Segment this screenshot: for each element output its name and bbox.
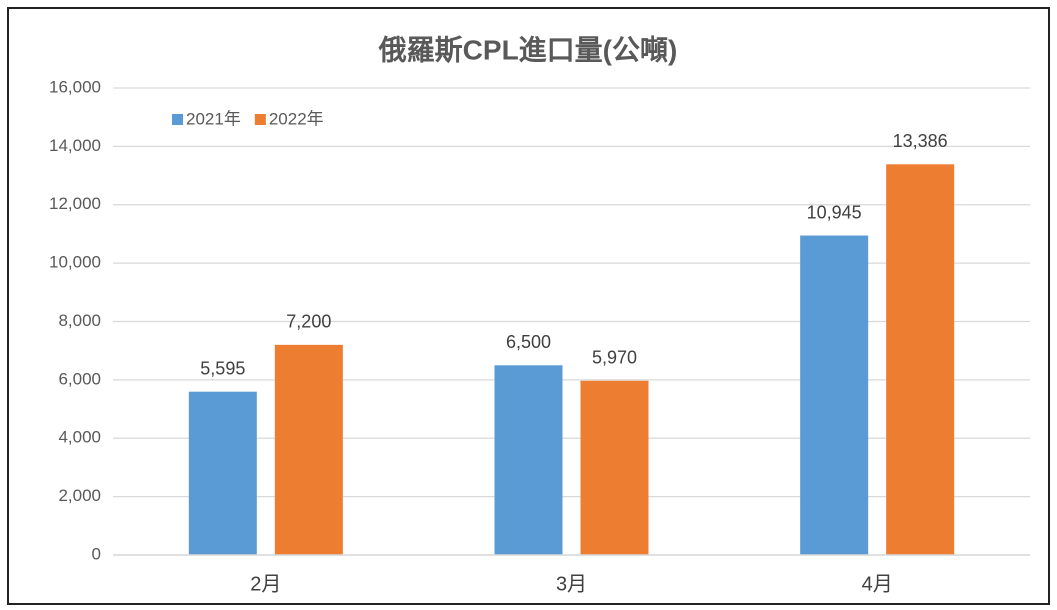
- y-tick-label: 6,000: [58, 369, 101, 388]
- value-label: 13,386: [893, 131, 948, 151]
- bar: [188, 391, 257, 555]
- value-label: 7,200: [286, 312, 331, 332]
- legend-swatch: [254, 114, 266, 125]
- legend-label: 2021年: [186, 109, 241, 128]
- bar: [800, 235, 869, 555]
- y-tick-label: 16,000: [49, 77, 101, 96]
- value-label: 5,595: [200, 358, 245, 378]
- y-tick-label: 12,000: [49, 194, 101, 213]
- x-tick-label: 4月: [862, 573, 893, 595]
- value-label: 5,970: [592, 348, 637, 368]
- legend-label: 2022年: [269, 109, 324, 128]
- bar: [580, 380, 649, 555]
- y-tick-label: 8,000: [58, 311, 101, 330]
- value-label: 6,500: [506, 332, 551, 352]
- legend-swatch: [172, 114, 183, 125]
- bar: [494, 365, 563, 555]
- y-tick-label: 0: [92, 544, 101, 563]
- bar: [274, 344, 343, 555]
- y-tick-label: 14,000: [49, 136, 101, 155]
- y-tick-label: 2,000: [58, 486, 101, 505]
- y-tick-label: 4,000: [58, 428, 101, 447]
- x-tick-label: 3月: [556, 573, 587, 595]
- x-tick-label: 2月: [250, 573, 281, 595]
- bar: [886, 164, 955, 555]
- y-tick-label: 10,000: [49, 253, 101, 272]
- value-label: 10,945: [807, 202, 862, 222]
- chart-title: 俄羅斯CPL進口量(公噸): [378, 34, 678, 65]
